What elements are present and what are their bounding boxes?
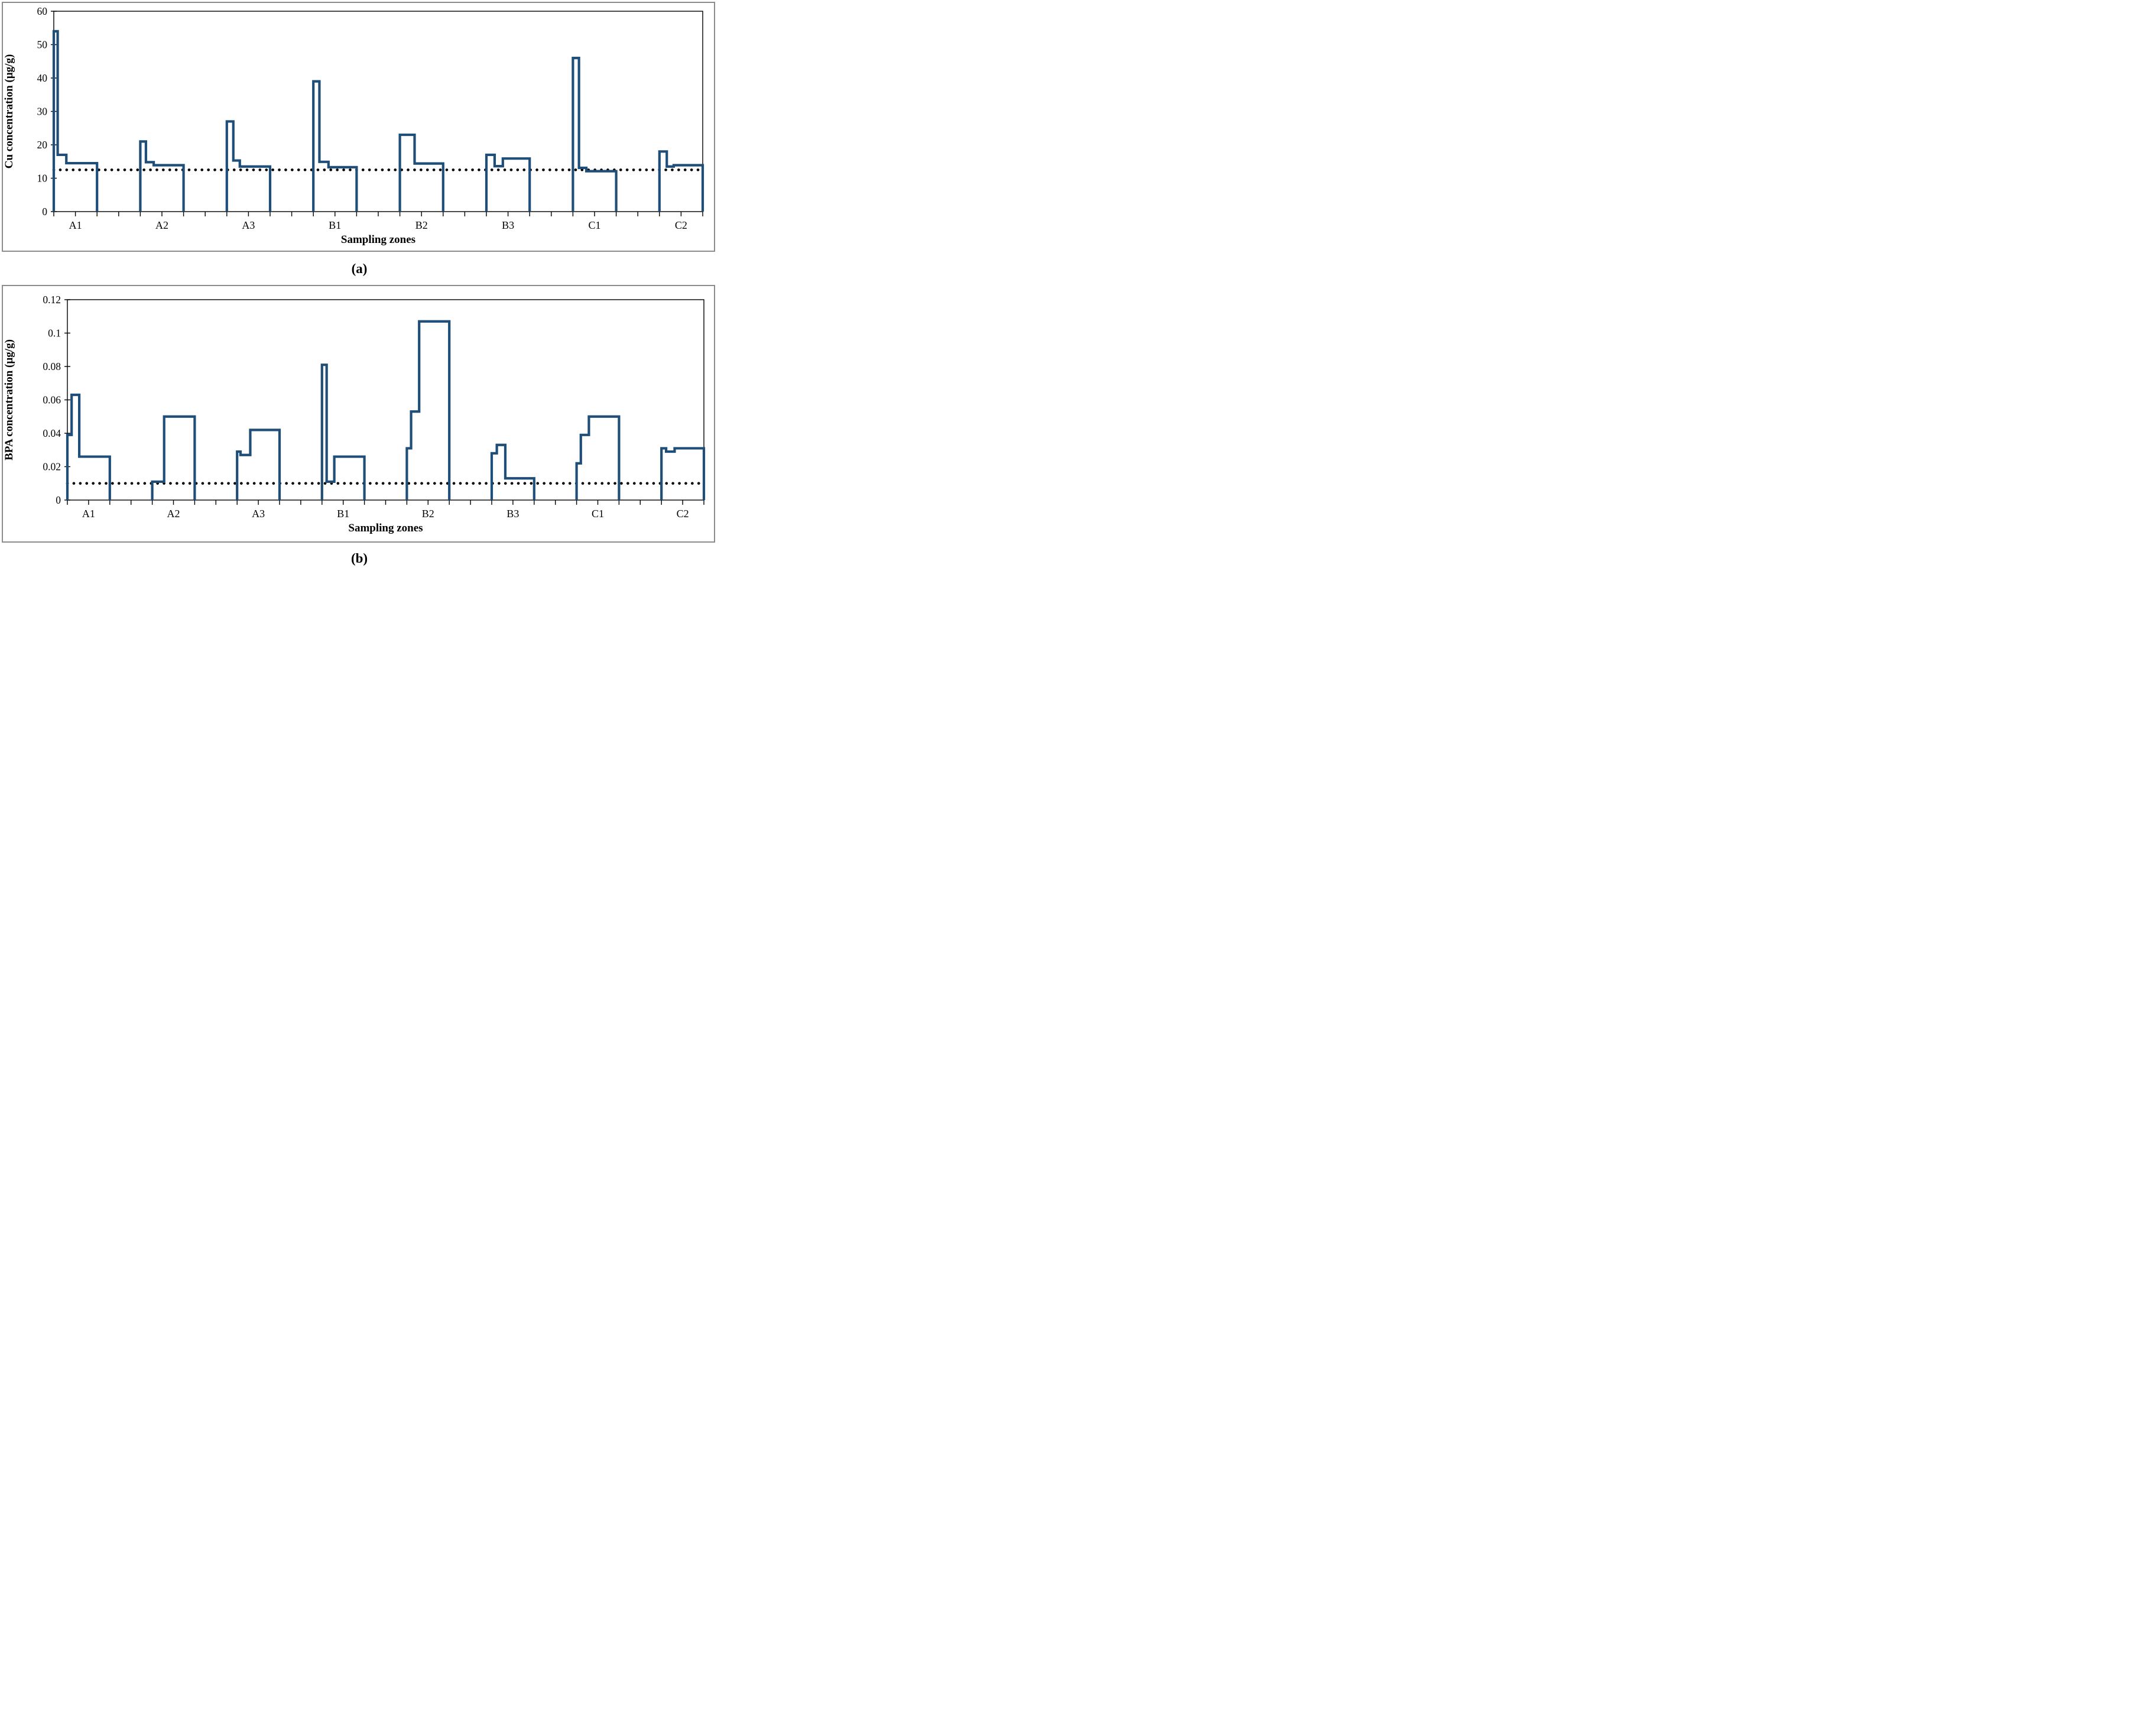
x-axis-title: Sampling zones (341, 233, 415, 246)
chart-panel-b: 0 0.02 0.04 0.06 0.08 0.1 0.12 A1 A2 A3 B1 B2 B3 C1 C2… (2, 285, 715, 543)
figure-page: 0 10 20 30 40 50 60 A1 A2 A3 B1 B2 B3 C1 C2 Sampling zo… (0, 0, 719, 579)
zone-label-B2: B2 (422, 508, 434, 520)
zone-label-A2: A2 (155, 219, 168, 231)
zone-label-C2: C2 (677, 508, 689, 520)
series-zone-B1 (312, 80, 358, 212)
series-zone-A3 (225, 120, 272, 212)
y-tick-label: 0.06 (43, 394, 61, 406)
y-tick-label: 10 (37, 173, 48, 184)
zone-label-B2: B2 (415, 219, 428, 231)
y-tick-label: 60 (37, 5, 48, 17)
plot-frame (67, 299, 704, 501)
y-axis-title: BPA concentration (µg/g) (3, 339, 15, 460)
series-zone-A1 (66, 393, 111, 500)
y-tick-label: 0.04 (43, 427, 61, 439)
y-tick-label: 0 (42, 206, 47, 218)
y-tick-label: 50 (37, 39, 48, 51)
series-zone-C1 (572, 57, 618, 212)
caption-b: (b) (350, 551, 368, 566)
zone-label-B3: B3 (506, 508, 519, 520)
y-tick-label: 0.02 (43, 461, 61, 473)
series-zone-A2 (151, 415, 196, 500)
series-zone-B3 (485, 153, 531, 212)
y-tick-label: 20 (37, 139, 48, 151)
zone-label-B3: B3 (502, 219, 514, 231)
series-zone-B3 (490, 443, 535, 500)
zone-label-B1: B1 (337, 508, 349, 520)
series-zone-A2 (139, 140, 185, 212)
bpa-step-chart: 0 0.02 0.04 0.06 0.08 0.1 0.12 A1 A2 A3 B1 B2 B3 C1 C2… (3, 294, 706, 534)
series-zone-A3 (236, 429, 281, 500)
zone-label-A2: A2 (167, 508, 180, 520)
y-tick-label: 0.12 (43, 294, 61, 306)
chart-panel-a: 0 10 20 30 40 50 60 A1 A2 A3 B1 B2 B3 C1 C2 Sampling zo… (2, 2, 715, 252)
zone-label-A3: A3 (252, 508, 265, 520)
cu-step-chart: 0 10 20 30 40 50 60 A1 A2 A3 B1 B2 B3 C1 C2 Sampling zo… (3, 5, 704, 246)
x-axis-title: Sampling zones (348, 522, 423, 534)
y-tick-label: 0.1 (48, 327, 61, 339)
plot-frame (53, 11, 703, 212)
zone-label-B1: B1 (329, 219, 341, 231)
caption-a: (a) (351, 261, 368, 276)
y-tick-label: 0 (56, 494, 61, 506)
zone-label-A1: A1 (69, 219, 82, 231)
y-tick-label: 0.08 (43, 361, 61, 372)
zone-label-C2: C2 (675, 219, 687, 231)
series-zone-A1 (52, 30, 99, 212)
series-zone-B2 (405, 320, 451, 500)
y-tick-label: 30 (37, 106, 48, 118)
series-zone-B2 (398, 133, 444, 212)
zone-label-C1: C1 (588, 219, 600, 231)
y-axis-title: Cu concentration (µg/g) (3, 54, 15, 169)
zone-label-A1: A1 (82, 508, 95, 520)
series-zone-C2 (658, 150, 704, 212)
series-zone-C1 (575, 415, 621, 500)
zone-label-C1: C1 (592, 508, 604, 520)
series-zone-B1 (320, 364, 366, 500)
y-tick-label: 40 (37, 72, 48, 84)
series-zone-C2 (660, 447, 706, 500)
zone-label-A3: A3 (242, 219, 255, 231)
